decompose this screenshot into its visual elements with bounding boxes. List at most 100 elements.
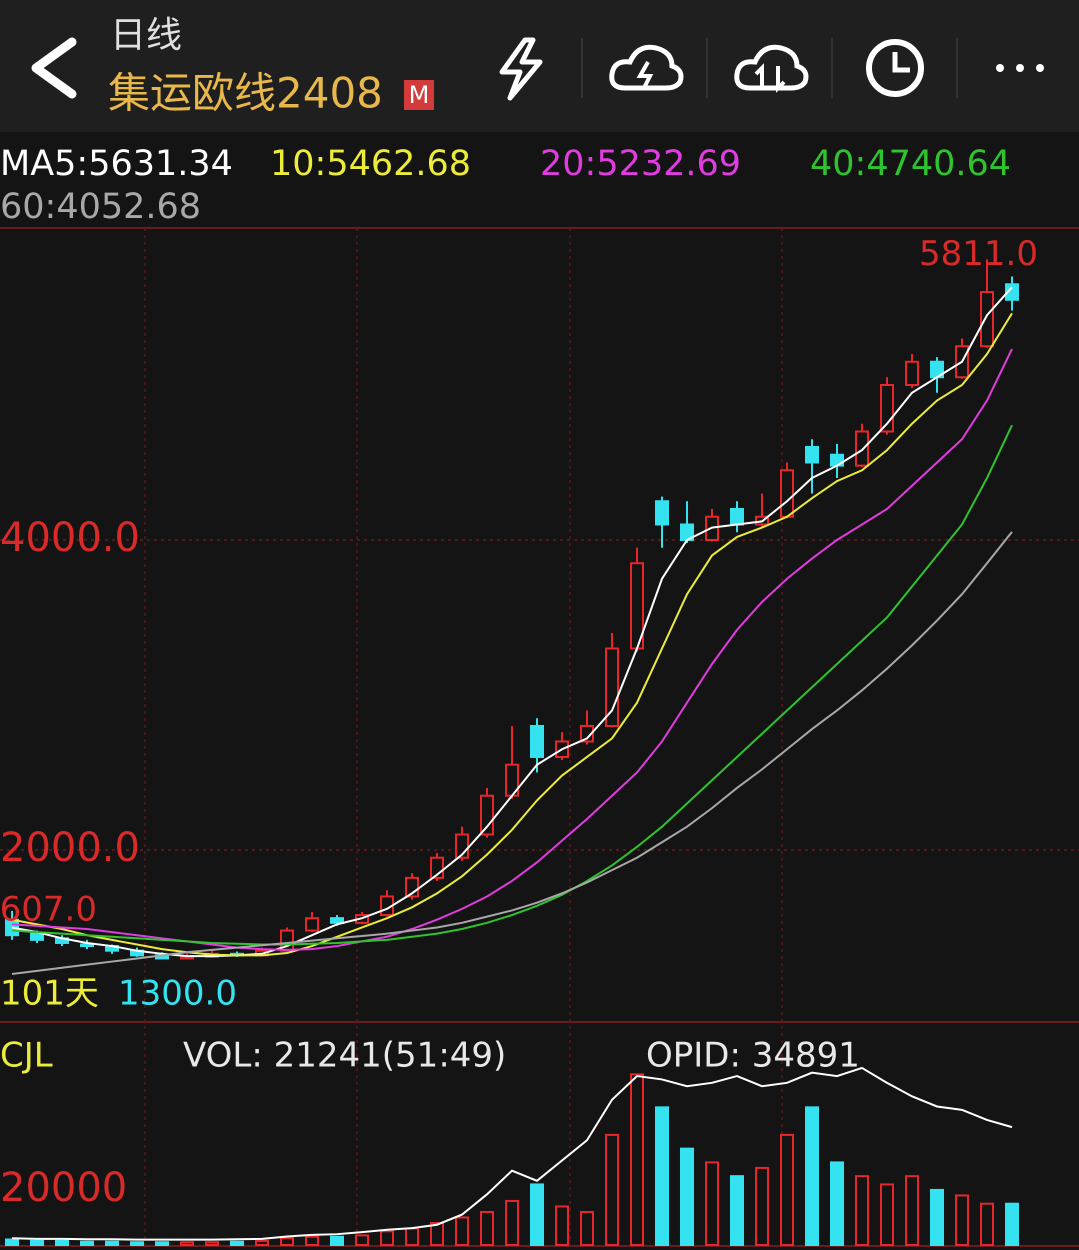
legend-value: 4740.64 [866, 144, 1011, 184]
candle-body [805, 445, 819, 464]
period-label: 日线 [110, 15, 182, 56]
volume-bar [680, 1147, 694, 1246]
volume-bar [630, 1073, 644, 1246]
ma-line [11, 286, 1013, 958]
candle-body [530, 724, 544, 758]
candle-body [30, 932, 44, 941]
volume-bar [280, 1237, 294, 1247]
candle-body [855, 430, 869, 467]
volume-bar [330, 1235, 344, 1246]
more-dot[interactable] [996, 64, 1004, 72]
volume-bar [580, 1210, 594, 1247]
volume-bar [455, 1216, 469, 1246]
volume-bar [505, 1199, 519, 1246]
more-dot[interactable] [1036, 64, 1044, 72]
volume-bar [730, 1175, 744, 1247]
volume-bar [930, 1188, 944, 1246]
legend-name: MA5: [0, 144, 88, 184]
volume-bar [405, 1227, 419, 1246]
legend-name: 20: [540, 144, 596, 184]
volume-bar [205, 1241, 219, 1247]
volume-bar [55, 1239, 69, 1246]
vol-label: VOL: 21241(51:49) [183, 1036, 506, 1076]
clock-icon[interactable] [866, 39, 924, 97]
volume-bar [5, 1238, 19, 1246]
cloud-sync-icon[interactable] [734, 44, 809, 91]
volume-bar [805, 1106, 819, 1247]
badge: M [409, 81, 430, 109]
candle-body [605, 647, 619, 727]
legend-entry: MA5:5631.34 [0, 144, 233, 184]
candle-body [180, 955, 194, 960]
low-label: 1300.0 [118, 974, 237, 1014]
volume-bar [105, 1240, 119, 1246]
ma-line [11, 531, 1013, 975]
volume-bar [1005, 1202, 1019, 1247]
days-label: 101天 [0, 974, 99, 1014]
vertical-grid [144, 228, 783, 1246]
y-tick-label: 20000 [0, 1165, 127, 1211]
volume-bar [880, 1183, 894, 1247]
volume-bar [355, 1234, 369, 1247]
volume-bar [605, 1133, 619, 1247]
ma-line [11, 312, 1013, 957]
volume-bar [705, 1161, 719, 1246]
y-tick-label: 2000.0 [0, 825, 140, 871]
volume-bar [305, 1235, 319, 1246]
candle-body [305, 917, 319, 932]
volume-bar [430, 1221, 444, 1247]
legend-value: 5462.68 [326, 144, 471, 184]
volume-bar [530, 1183, 544, 1247]
legend-value: 4052.68 [56, 187, 201, 227]
badge-box [404, 80, 434, 110]
clock-hands [892, 52, 910, 73]
legend-name: 60: [0, 187, 56, 227]
candle-body [655, 500, 669, 526]
volume-bar [380, 1230, 394, 1247]
volume-bar [155, 1241, 169, 1247]
candle-body [980, 291, 994, 348]
volume-bar [80, 1240, 94, 1246]
volume-bar [655, 1106, 669, 1247]
cloud-flash-icon[interactable] [609, 44, 684, 91]
volume-bar [180, 1241, 194, 1247]
opid-line [11, 1066, 1013, 1241]
volume-bar [905, 1175, 919, 1247]
back-button[interactable] [31, 37, 77, 99]
volume-bar [255, 1239, 269, 1246]
candle-body [580, 724, 594, 743]
instrument-name: 集运欧线2408 [108, 69, 383, 118]
volume-bar [30, 1239, 44, 1246]
legend-value: 5232.69 [596, 144, 741, 184]
candle-body [330, 917, 344, 924]
ma-line [11, 424, 1013, 946]
candle-body [80, 943, 94, 948]
volume-bar [855, 1175, 869, 1247]
plot: 4000.0 2000.0 MA5:5631.34 10:5462.68 20:5232… [0, 144, 1079, 1247]
legend-entry: 10:5462.68 [270, 144, 471, 184]
indicator-name: CJL [0, 1036, 53, 1076]
volume-bar [780, 1133, 794, 1247]
legend-entry: 20:5232.69 [540, 144, 741, 184]
start-label: 1607.0 [0, 889, 97, 929]
legend-value: 5631.34 [88, 144, 233, 184]
cloud-sync-arrows [754, 63, 786, 93]
legend-name: 40: [810, 144, 866, 184]
legend-entry: 60:4052.68 [0, 187, 201, 227]
volume-bar [755, 1166, 769, 1246]
more-dot[interactable] [1016, 64, 1024, 72]
candle-body [905, 360, 919, 387]
y-tick-label: 4000.0 [0, 515, 140, 561]
volume-bar [130, 1241, 144, 1247]
volume-bar [480, 1210, 494, 1247]
candle-body [780, 469, 794, 518]
legend-entry: 40:4740.64 [810, 144, 1011, 184]
volume-bar [980, 1202, 994, 1247]
volume-bar [555, 1205, 569, 1246]
high-label: 5811.0 [919, 234, 1038, 274]
volume-bar [955, 1194, 969, 1247]
candle-body [730, 507, 744, 526]
flash-icon[interactable] [499, 37, 543, 101]
